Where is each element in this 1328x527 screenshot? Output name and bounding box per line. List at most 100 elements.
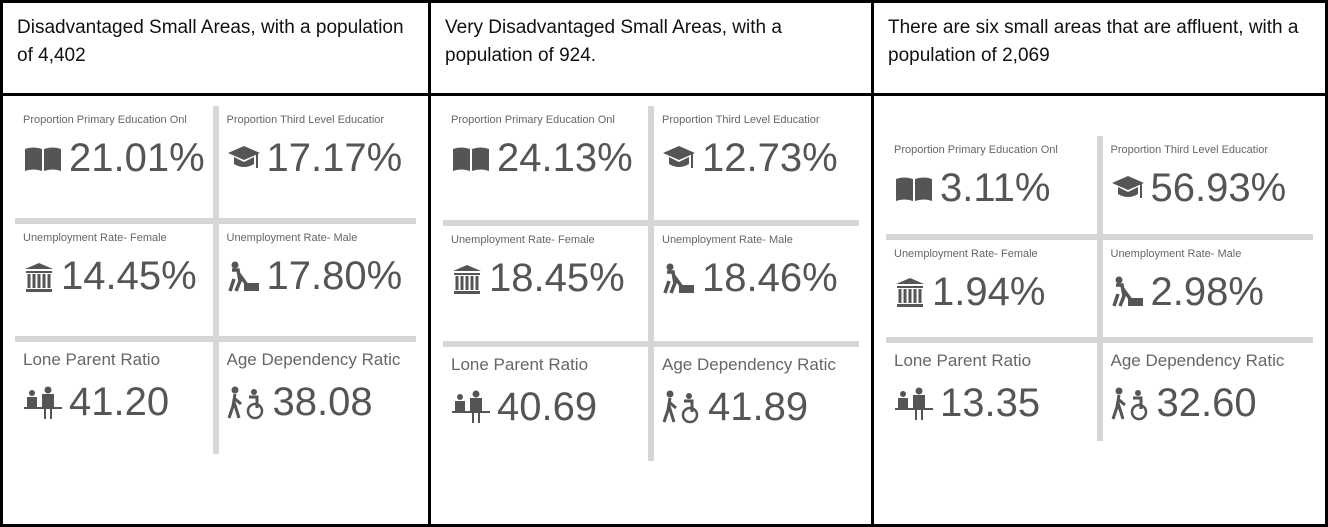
tile: Unemployment Rate- Female 18.45% (443, 226, 648, 341)
tile: Unemployment Rate- Female 1.94% (886, 239, 1097, 338)
tile-value-row: 56.93% (1111, 166, 1308, 211)
tile: Proportion Third Level Educatior 17.17% (218, 106, 416, 218)
tile: Unemployment Rate- Female 14.45% (15, 224, 213, 336)
panel-header: Very Disadvantaged Small Areas, with a p… (431, 3, 871, 96)
tile: Lone Parent Ratio 40.69 (443, 346, 648, 461)
tile-value: 17.80% (266, 254, 403, 298)
tile-value-row: 38.08 (227, 380, 411, 425)
icon (662, 144, 702, 174)
tile-label: Proportion Primary Education Onl (451, 114, 615, 126)
tile-value: 3.11% (940, 166, 1051, 210)
tile: Proportion Third Level Educatior 12.73% (654, 106, 859, 221)
tile: Proportion Primary Education Onl 3.11% (886, 136, 1097, 234)
tile-value: 24.13% (497, 136, 633, 180)
tile-value-row: 3.11% (894, 166, 1091, 211)
tile-value-row: 17.80% (227, 254, 411, 299)
tile: Unemployment Rate- Male 2.98% (1102, 239, 1313, 338)
tile: Unemployment Rate- Male 17.80% (218, 224, 416, 336)
icon (894, 276, 932, 308)
panel: Very Disadvantaged Small Areas, with a p… (431, 3, 874, 524)
tile-label: Lone Parent Ratio (894, 351, 1032, 371)
tile-value: 18.46% (702, 256, 838, 301)
tile-label: Lone Parent Ratio (451, 354, 589, 374)
tile-value: 18.45% (489, 256, 625, 301)
tile-value-row: 13.35 (894, 381, 1091, 426)
tile-label: Unemployment Rate- Male (1110, 247, 1242, 260)
tile-value: 32.60 (1156, 381, 1257, 426)
tile: Proportion Third Level Educatior 56.93% (1102, 136, 1313, 234)
tile: Lone Parent Ratio 13.35 (886, 343, 1097, 441)
tile-value: 41.20 (69, 380, 170, 424)
tile-value: 13.35 (940, 381, 1041, 426)
tile-label: Proportion Primary Education Onl (894, 144, 1058, 156)
tile-value: 40.69 (497, 384, 598, 429)
tile-grid: Proportion Primary Education Onl 21.01% Pr… (15, 106, 416, 454)
tile-value: 41.89 (708, 384, 809, 429)
tile-value-row: 41.89 (662, 385, 853, 430)
tile-value: 12.73% (702, 136, 838, 180)
tile: Unemployment Rate- Male 18.46% (654, 226, 859, 341)
icon (451, 390, 497, 424)
tile-label: Age Dependency Ratic (662, 354, 836, 374)
tile: Age Dependency Ratic 41.89 (654, 346, 859, 461)
icon (662, 390, 708, 424)
icon (23, 261, 61, 293)
icon (23, 386, 69, 420)
icon (1111, 276, 1151, 308)
tile-label: Proportion Third Level Educatior (662, 114, 820, 126)
icon (227, 261, 267, 293)
icon (227, 386, 273, 420)
tile-value: 1.94% (932, 269, 1046, 314)
panel: Disadvantaged Small Areas, with a popula… (3, 3, 431, 524)
icon (227, 144, 267, 174)
tile: Age Dependency Ratic 38.08 (218, 342, 416, 454)
tile-label: Proportion Third Level Educatior (1110, 144, 1269, 156)
tile-label: Unemployment Rate- Male (226, 232, 358, 244)
icon (1111, 387, 1157, 421)
tile-label: Unemployment Rate- Female (23, 232, 167, 244)
tile: Proportion Primary Education Onl 21.01% (15, 106, 213, 218)
tile-value-row: 21.01% (23, 136, 207, 181)
tile-value-row: 18.46% (662, 256, 853, 301)
icon (23, 145, 69, 173)
tile-label: Proportion Primary Education Onl (23, 114, 187, 126)
tile-value-row: 14.45% (23, 254, 207, 299)
tile: Lone Parent Ratio 41.20 (15, 342, 213, 454)
tile-value-row: 18.45% (451, 256, 642, 301)
tile-value: 2.98% (1150, 269, 1264, 314)
tile-label: Age Dependency Ratic (226, 350, 401, 369)
tile-label: Unemployment Rate- Female (894, 247, 1038, 260)
tile-value-row: 1.94% (894, 270, 1091, 315)
tile-grid: Proportion Primary Education Onl 24.13% Pr… (443, 106, 859, 461)
tile-label: Unemployment Rate- Male (662, 234, 793, 247)
icon (894, 175, 940, 203)
tile-value-row: 41.20 (23, 380, 207, 425)
icon (451, 145, 497, 173)
icon (894, 387, 940, 421)
tile-value: 21.01% (69, 136, 205, 180)
panel-header: Disadvantaged Small Areas, with a popula… (3, 3, 428, 96)
tile-value: 14.45% (61, 254, 197, 298)
tile-label: Lone Parent Ratio (23, 350, 161, 369)
icon (1111, 174, 1151, 204)
tile-label: Proportion Third Level Educatior (226, 114, 385, 126)
tile-value-row: 17.17% (227, 136, 411, 181)
tile: Proportion Primary Education Onl 24.13% (443, 106, 648, 221)
tile-value-row: 32.60 (1111, 381, 1308, 426)
tile-grid: Proportion Primary Education Onl 3.11% Pro… (886, 136, 1313, 441)
tile-label: Age Dependency Ratic (1110, 351, 1285, 371)
panel: There are six small areas that are afflu… (874, 3, 1325, 524)
panel-header: There are six small areas that are afflu… (874, 3, 1325, 96)
icon (662, 263, 702, 295)
tile-value: 38.08 (272, 380, 373, 424)
tile-value-row: 2.98% (1111, 270, 1308, 315)
tile-value: 56.93% (1150, 166, 1287, 210)
tile-value-row: 12.73% (662, 136, 853, 181)
tile: Age Dependency Ratic 32.60 (1102, 343, 1313, 441)
tile-value-row: 40.69 (451, 385, 642, 430)
tile-value-row: 24.13% (451, 136, 642, 181)
tile-value: 17.17% (266, 136, 403, 180)
tile-label: Unemployment Rate- Female (451, 234, 595, 247)
icon (451, 263, 489, 295)
